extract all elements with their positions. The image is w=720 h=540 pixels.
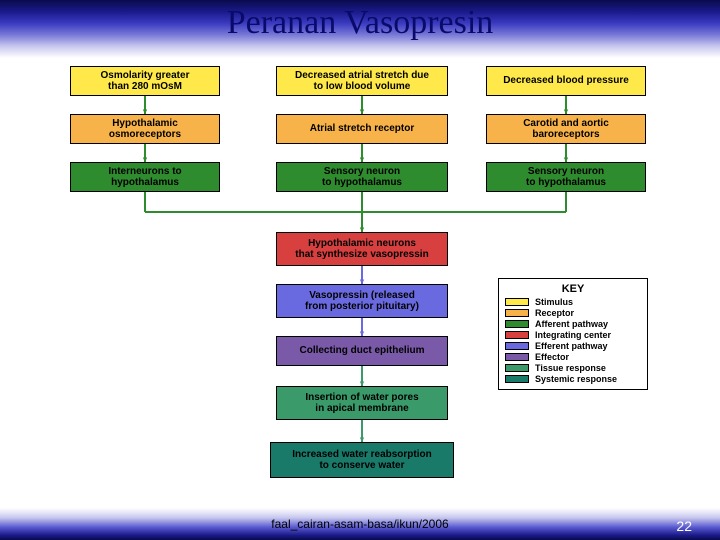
key-row-integrating: Integrating center (505, 330, 641, 340)
key-row-receptor: Receptor (505, 308, 641, 318)
node-stim2: Decreased atrial stretch due to low bloo… (276, 66, 448, 96)
page-title: Peranan Vasopresin (227, 4, 494, 42)
key-swatch (505, 353, 529, 361)
key-row-efferent: Efferent pathway (505, 341, 641, 351)
node-stim1: Osmolarity greater than 280 mOsM (70, 66, 220, 96)
key-label: Systemic response (535, 374, 617, 384)
key-swatch (505, 331, 529, 339)
node-aff2: Sensory neuron to hypothalamus (276, 162, 448, 192)
key-row-tissue_response: Tissue response (505, 363, 641, 373)
title-band: Peranan Vasopresin (0, 0, 720, 58)
key-swatch (505, 364, 529, 372)
diagram-area: KEY StimulusReceptorAfferent pathwayInte… (0, 58, 720, 508)
key-label: Effector (535, 352, 569, 362)
key-row-afferent: Afferent pathway (505, 319, 641, 329)
footer-band: faal_cairan-asam-basa/ikun/2006 22 (0, 508, 720, 540)
key-swatch (505, 320, 529, 328)
key-swatch (505, 342, 529, 350)
node-tissue: Insertion of water pores in apical membr… (276, 386, 448, 420)
key-label: Integrating center (535, 330, 611, 340)
node-aff1: Interneurons to hypothalamus (70, 162, 220, 192)
node-systemic: Increased water reabsorption to conserve… (270, 442, 454, 478)
node-integ: Hypothalamic neurons that synthesize vas… (276, 232, 448, 266)
node-effector: Collecting duct epithelium (276, 336, 448, 366)
key-legend: KEY StimulusReceptorAfferent pathwayInte… (498, 278, 648, 390)
key-label: Efferent pathway (535, 341, 608, 351)
key-swatch (505, 309, 529, 317)
key-title: KEY (505, 283, 641, 295)
key-items: StimulusReceptorAfferent pathwayIntegrat… (505, 297, 641, 384)
node-rec1: Hypothalamic osmoreceptors (70, 114, 220, 144)
node-rec3: Carotid and aortic baroreceptors (486, 114, 646, 144)
node-rec2: Atrial stretch receptor (276, 114, 448, 144)
footer-text: faal_cairan-asam-basa/ikun/2006 (271, 517, 448, 531)
key-row-effector: Effector (505, 352, 641, 362)
node-eff: Vasopressin (released from posterior pit… (276, 284, 448, 318)
node-aff3: Sensory neuron to hypothalamus (486, 162, 646, 192)
key-label: Receptor (535, 308, 574, 318)
key-swatch (505, 298, 529, 306)
node-stim3: Decreased blood pressure (486, 66, 646, 96)
key-swatch (505, 375, 529, 383)
key-label: Afferent pathway (535, 319, 608, 329)
key-label: Tissue response (535, 363, 606, 373)
key-row-systemic_response: Systemic response (505, 374, 641, 384)
key-row-stimulus: Stimulus (505, 297, 641, 307)
key-label: Stimulus (535, 297, 573, 307)
page-number: 22 (676, 518, 692, 534)
